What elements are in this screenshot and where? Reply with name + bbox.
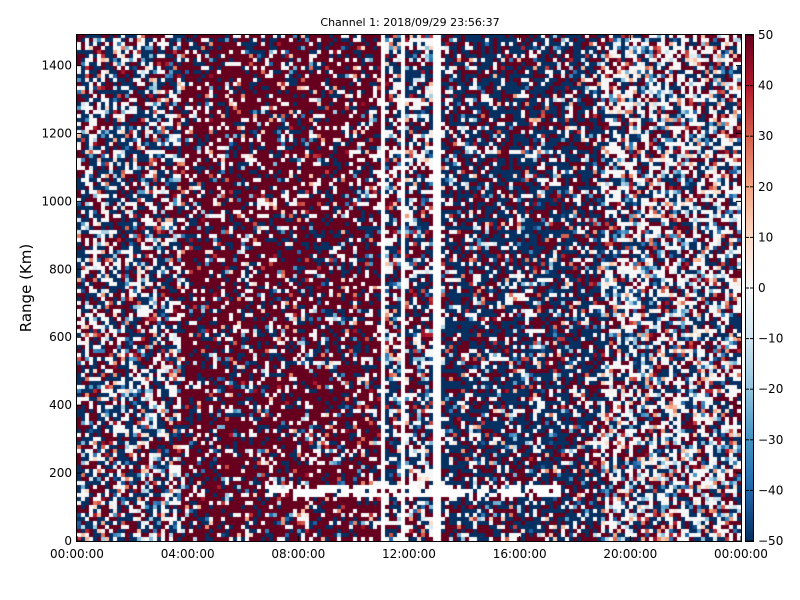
x-tick-label: 04:00:00 bbox=[161, 547, 215, 561]
colorbar-frame bbox=[745, 34, 754, 542]
colorbar-tick-label: 10 bbox=[758, 230, 773, 244]
x-tick-label: 12:00:00 bbox=[382, 547, 436, 561]
colorbar-tick-label: 20 bbox=[758, 180, 773, 194]
y-axis-label: Range (Km) bbox=[17, 244, 35, 332]
x-axis-ticks: 00:00:00 04:00:00 08:00:00 12:00:00 16:00:00… bbox=[50, 35, 768, 561]
x-tick-label: 08:00:00 bbox=[271, 547, 325, 561]
y-tick-label: 200 bbox=[49, 466, 72, 480]
y-tick-label: 800 bbox=[49, 262, 72, 276]
colorbar-tick-label: 40 bbox=[758, 79, 773, 93]
plot-frame bbox=[76, 34, 742, 542]
colorbar-tick-label: 30 bbox=[758, 129, 773, 143]
y-tick-label: 1000 bbox=[41, 194, 72, 208]
x-tick-label: 00:00:00 bbox=[50, 547, 104, 561]
colorbar-ticks: 50 40 30 20 10 0 −10 −20 −30 −40 −50 bbox=[746, 28, 783, 548]
y-axis-ticks: 0 200 400 600 800 1000 1200 1400 bbox=[41, 59, 741, 548]
colorbar-tick-label: 50 bbox=[758, 28, 773, 42]
y-tick-label: 0 bbox=[64, 534, 72, 548]
heatmap-canvas bbox=[77, 35, 741, 541]
colorbar-tick-label: −50 bbox=[758, 534, 783, 548]
colorbar-tick-label: −40 bbox=[758, 483, 783, 497]
colorbar-gradient bbox=[746, 35, 753, 541]
x-tick-label: 16:00:00 bbox=[493, 547, 547, 561]
colorbar-tick-label: 0 bbox=[758, 281, 766, 295]
chart-title: Channel 1: 2018/09/29 23:56:37 bbox=[320, 16, 499, 29]
y-tick-label: 400 bbox=[49, 398, 72, 412]
y-tick-label: 1400 bbox=[41, 59, 72, 73]
x-tick-label: 20:00:00 bbox=[603, 547, 657, 561]
colorbar-tick-label: −20 bbox=[758, 382, 783, 396]
y-tick-label: 1200 bbox=[41, 126, 72, 140]
y-tick-label: 600 bbox=[49, 330, 72, 344]
colorbar-tick-label: −10 bbox=[758, 332, 783, 346]
x-tick-label: 00:00:00 bbox=[714, 547, 768, 561]
colorbar-tick-label: −30 bbox=[758, 433, 783, 447]
